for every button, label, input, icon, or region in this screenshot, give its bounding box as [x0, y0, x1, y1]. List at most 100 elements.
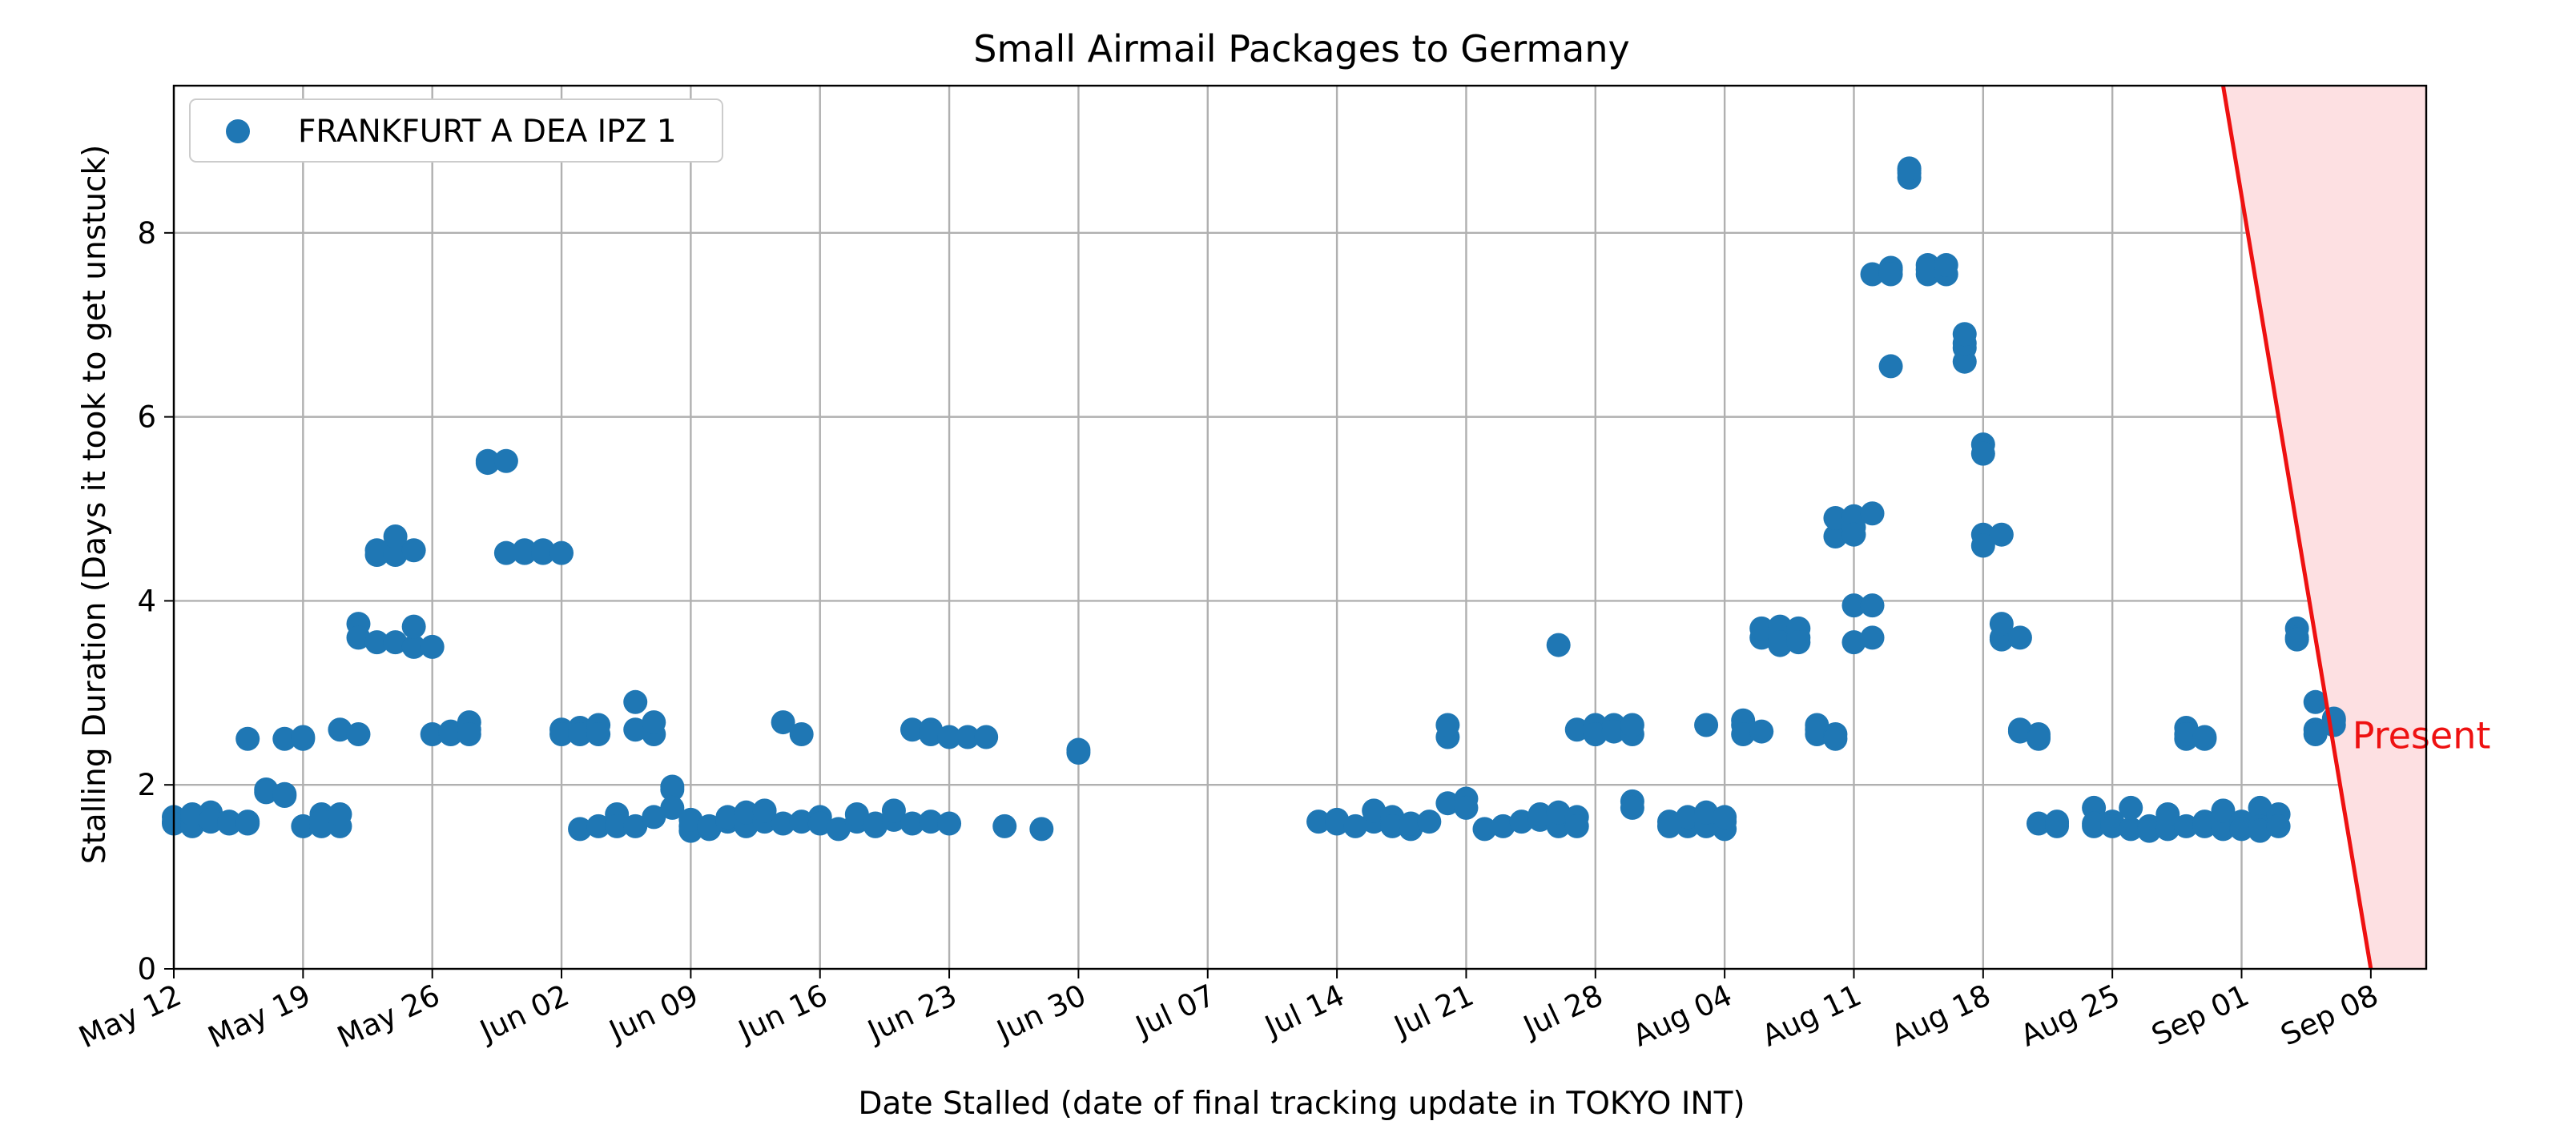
data-point — [364, 538, 389, 563]
data-point — [1823, 524, 1848, 548]
data-point — [328, 802, 352, 826]
data-point — [2192, 726, 2217, 751]
data-point — [1841, 630, 1866, 655]
data-point — [420, 634, 445, 659]
data-point — [1564, 814, 1589, 838]
data-point — [1841, 504, 1866, 528]
data-point — [1527, 802, 1552, 826]
data-point — [568, 817, 593, 842]
data-point — [383, 630, 408, 655]
y-axis-ticks: 0 2 4 6 8 — [137, 216, 174, 986]
data-point — [1362, 798, 1387, 823]
data-point — [900, 717, 924, 742]
data-point — [605, 814, 630, 838]
data-point — [568, 722, 593, 747]
data-point — [272, 781, 297, 806]
data-point — [992, 814, 1017, 838]
y-tick-label: 8 — [137, 216, 156, 251]
data-point — [1749, 719, 1774, 744]
data-point — [383, 542, 408, 567]
data-point — [2174, 814, 2199, 838]
data-point — [1823, 726, 1848, 751]
data-point — [734, 800, 759, 825]
data-point — [1841, 593, 1866, 618]
data-point — [660, 795, 685, 820]
data-point — [1546, 800, 1571, 825]
plot-frame — [172, 84, 2428, 970]
y-tick-label: 4 — [137, 584, 156, 618]
y-tick-label: 6 — [137, 400, 156, 435]
data-point — [1029, 817, 1054, 842]
data-point — [2137, 818, 2162, 843]
data-point — [2119, 795, 2143, 820]
data-point — [1860, 593, 1885, 618]
data-point — [1897, 156, 1922, 181]
data-point — [1380, 814, 1405, 838]
data-point — [1970, 533, 1995, 558]
data-point — [1417, 810, 1442, 834]
legend: FRANKFURT A DEA IPZ 1 — [189, 98, 723, 163]
data-point — [1546, 633, 1571, 657]
data-point — [235, 811, 260, 836]
data-point — [2155, 802, 2180, 826]
data-point — [1749, 616, 1774, 641]
data-point — [1399, 811, 1423, 836]
legend-label: FRANKFURT A DEA IPZ 1 — [298, 114, 677, 150]
data-point — [771, 710, 795, 735]
data-point — [1306, 810, 1331, 834]
data-point — [660, 777, 685, 802]
data-point — [623, 814, 648, 838]
data-point — [678, 807, 703, 832]
data-point — [1620, 795, 1644, 820]
data-point — [1989, 612, 2014, 637]
data-point — [1435, 713, 1460, 737]
data-point — [401, 614, 426, 639]
data-point — [401, 634, 426, 659]
data-point — [789, 810, 814, 834]
data-point — [715, 805, 740, 830]
data-point — [1768, 630, 1793, 655]
data-point — [2100, 814, 2125, 838]
data-point — [2248, 818, 2272, 843]
data-point — [254, 780, 279, 805]
data-point — [1620, 713, 1644, 737]
data-point — [346, 722, 371, 747]
data-point — [881, 798, 906, 823]
data-point — [2284, 627, 2309, 652]
present-region-fill — [2223, 86, 2426, 969]
data-point — [438, 719, 463, 744]
data-point — [1694, 800, 1719, 825]
data-point — [586, 814, 611, 838]
data-point — [1878, 354, 1903, 379]
data-point — [1878, 262, 1903, 287]
data-point — [586, 722, 611, 747]
data-point — [1915, 257, 1940, 282]
data-point — [2026, 811, 2051, 836]
data-point — [2321, 706, 2346, 731]
data-point — [642, 805, 666, 830]
data-point — [789, 722, 814, 747]
data-point — [1860, 262, 1885, 287]
data-point — [1860, 625, 1885, 650]
data-point — [863, 814, 888, 838]
data-point — [2007, 719, 2032, 744]
data-point — [623, 689, 648, 714]
data-point — [1656, 810, 1681, 834]
data-point — [1601, 719, 1626, 744]
data-point — [291, 725, 316, 749]
data-point — [1805, 717, 1829, 742]
data-point — [1491, 814, 1515, 838]
data-point — [919, 722, 944, 747]
data-point — [1694, 713, 1719, 737]
data-point — [919, 810, 944, 834]
data-point — [2266, 814, 2291, 838]
data-point — [364, 630, 389, 655]
data-point — [974, 725, 999, 749]
present-annotation: Present — [2353, 713, 2491, 757]
data-point — [420, 722, 445, 747]
data-point — [2303, 722, 2328, 747]
data-point — [549, 722, 574, 747]
data-point — [826, 817, 851, 842]
data-point — [1860, 501, 1885, 526]
